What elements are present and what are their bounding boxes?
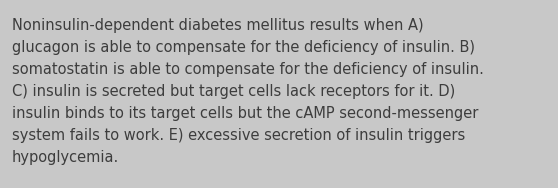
Text: insulin binds to its target cells but the cAMP second-messenger: insulin binds to its target cells but th… bbox=[12, 106, 478, 121]
Text: C) insulin is secreted but target cells lack receptors for it. D): C) insulin is secreted but target cells … bbox=[12, 84, 455, 99]
Text: Noninsulin-dependent diabetes mellitus results when A): Noninsulin-dependent diabetes mellitus r… bbox=[12, 18, 424, 33]
Text: hypoglycemia.: hypoglycemia. bbox=[12, 150, 119, 165]
Text: somatostatin is able to compensate for the deficiency of insulin.: somatostatin is able to compensate for t… bbox=[12, 62, 484, 77]
Text: glucagon is able to compensate for the deficiency of insulin. B): glucagon is able to compensate for the d… bbox=[12, 40, 475, 55]
Text: system fails to work. E) excessive secretion of insulin triggers: system fails to work. E) excessive secre… bbox=[12, 128, 465, 143]
